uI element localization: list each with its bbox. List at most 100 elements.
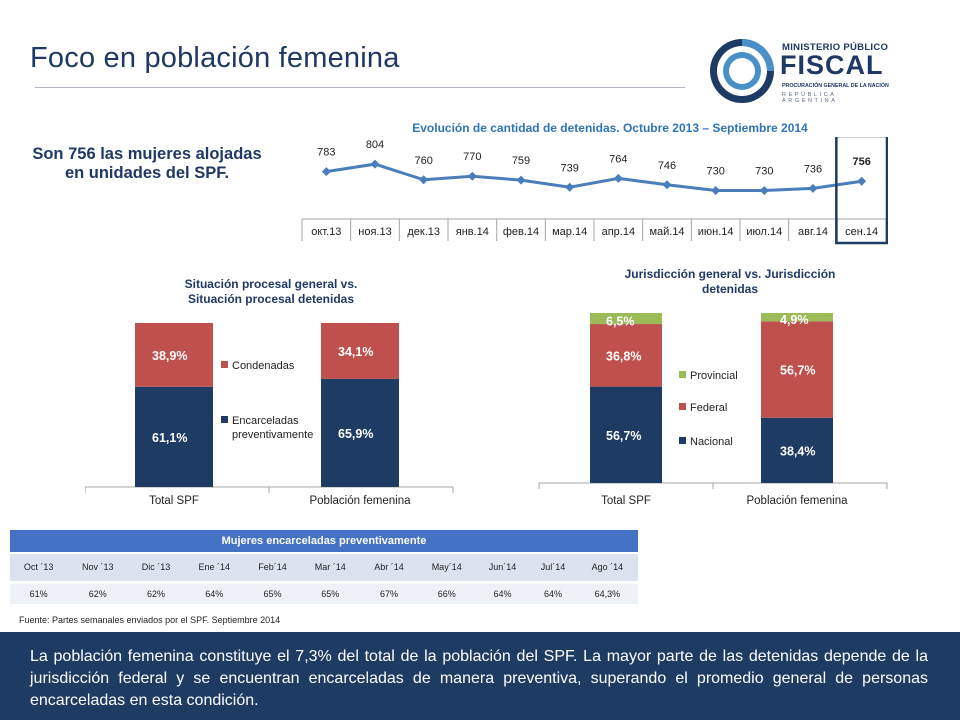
bar-segment bbox=[590, 324, 662, 387]
logo-line-4: REPÚBLICA ARGENTINA bbox=[782, 92, 838, 104]
table-value-cell: 65% bbox=[244, 580, 301, 604]
table-month-cell: May´14 bbox=[417, 552, 476, 582]
table-value-cell: 64,3% bbox=[576, 580, 638, 604]
bar-segment bbox=[761, 321, 833, 418]
logo-line-2: FISCAL bbox=[780, 50, 884, 80]
bar-segment bbox=[590, 313, 662, 325]
line-chart-category-label: май.14 bbox=[649, 226, 684, 238]
bar-segment bbox=[321, 323, 399, 379]
bar-data-label: 4,9% bbox=[780, 313, 809, 327]
table-value-cell: 64% bbox=[475, 580, 530, 604]
bar-segment bbox=[135, 386, 213, 487]
legend-swatch-federal bbox=[679, 403, 686, 410]
legend-label-encarceladas: Encarceladas bbox=[232, 415, 299, 427]
table-value-cell: 66% bbox=[417, 580, 476, 604]
line-chart-category-label: авг.14 bbox=[798, 226, 828, 238]
footer-text: La población femenina constituye el 7,3%… bbox=[30, 648, 928, 709]
line-chart-title: Evolución de cantidad de detenidas. Octu… bbox=[412, 121, 808, 135]
line-chart-category-label: мар.14 bbox=[552, 226, 587, 238]
bar-data-label: 34,1% bbox=[338, 345, 373, 359]
bar-data-label: 6,5% bbox=[606, 315, 635, 329]
bar-segment bbox=[761, 313, 833, 322]
legend-swatch-condenadas bbox=[221, 361, 228, 368]
table-month-cell: Abr ´14 bbox=[360, 552, 418, 582]
table-month-cell: Dic ´13 bbox=[128, 552, 184, 582]
bar-chart-2-title: Jurisdicción general vs. Jurisdicción de… bbox=[624, 267, 836, 296]
legend-label-preventivamente: preventivamente bbox=[232, 429, 313, 441]
table-title: Mujeres encarceladas preventivamente bbox=[10, 530, 638, 553]
bar-data-label: 38,9% bbox=[152, 349, 187, 363]
line-chart-point bbox=[613, 173, 623, 183]
line-chart-data-label: 756 bbox=[852, 156, 870, 168]
line-chart-data-label: 746 bbox=[658, 160, 676, 172]
line-chart-data-label: 760 bbox=[414, 155, 432, 167]
table-month-cell: Ene ´14 bbox=[183, 552, 245, 582]
line-chart-category-label: янв.14 bbox=[456, 226, 489, 238]
bar-chart-1: 61,1% 38,9% Total SPF 65,9% 34,1% Población f… bbox=[85, 323, 454, 507]
table-month-cell: Feb´14 bbox=[244, 552, 301, 582]
line-chart-category-label: июн.14 bbox=[698, 226, 734, 238]
line-chart-point bbox=[759, 185, 769, 195]
legend-label-federal: Federal bbox=[690, 402, 727, 414]
line-chart-data-label: 730 bbox=[706, 165, 724, 177]
line-chart-point bbox=[419, 175, 429, 185]
sun-circle-emblem-icon bbox=[710, 39, 774, 103]
bar-data-label: 36,8% bbox=[606, 349, 641, 363]
line-chart-series bbox=[326, 162, 862, 192]
line-chart-point bbox=[711, 185, 721, 195]
table-value-cell: 61% bbox=[10, 580, 68, 604]
line-chart-point bbox=[370, 159, 380, 169]
line-chart-point bbox=[516, 175, 526, 185]
table-value-cell: 67% bbox=[360, 580, 418, 604]
table-month-cell: Nov ´13 bbox=[67, 552, 129, 582]
line-chart-data-label: 804 bbox=[366, 139, 384, 151]
line-chart-point bbox=[467, 171, 477, 181]
legend-label-nacional: Nacional bbox=[690, 436, 733, 448]
line-chart-category-label: сен.14 bbox=[845, 226, 878, 238]
line-chart-category-label: апр.14 bbox=[602, 226, 635, 238]
legend-label-condenadas: Condenadas bbox=[232, 360, 295, 372]
line-chart-point bbox=[857, 176, 867, 186]
line-chart-data-label: 730 bbox=[755, 165, 773, 177]
bar-category-label: Población femenina bbox=[309, 495, 411, 507]
preventive-detention-table: Mujeres encarceladas preventivamente Oct… bbox=[10, 530, 638, 604]
table-month-cell: Jun´14 bbox=[475, 552, 530, 582]
ministerio-publico-fiscal-logo: MINISTERIO PÚBLICO FISCAL PROCURACIÓN GE… bbox=[707, 36, 892, 106]
line-chart-category-label: ноя.13 bbox=[358, 226, 391, 238]
line-chart-data-label: 783 bbox=[317, 147, 335, 159]
line-chart-data-label: 736 bbox=[804, 163, 822, 175]
legend-label-provincial: Provincial bbox=[690, 370, 738, 382]
line-chart-point bbox=[321, 167, 331, 177]
line-chart-category-label: дек.13 bbox=[407, 226, 440, 238]
bar-segment bbox=[761, 417, 833, 483]
line-chart-point bbox=[662, 180, 672, 190]
legend-swatch-nacional bbox=[679, 437, 686, 444]
bar-segment bbox=[135, 323, 213, 387]
table-value-cell: 62% bbox=[128, 580, 184, 604]
line-chart-data-label: 764 bbox=[609, 153, 627, 165]
bar-segment bbox=[321, 378, 399, 487]
line-chart-highlight-box bbox=[835, 137, 888, 245]
bar-data-label: 65,9% bbox=[338, 427, 373, 441]
table-months-row: Oct ´13 Nov ´13 Dic ´13 Ene ´14 Feb´14 Mar ´1… bbox=[10, 552, 638, 582]
table-value-cell: 64% bbox=[529, 580, 577, 604]
logo-line-3: PROCURACIÓN GENERAL DE LA NACIÓN bbox=[782, 83, 889, 89]
line-chart: 783 окт.13 804 ноя.13 760 дек.13 770 янв.14 759 ф… bbox=[301, 137, 888, 245]
source-note: Fuente: Partes semanales enviados por el… bbox=[19, 615, 281, 625]
legend-swatch-provincial bbox=[679, 371, 686, 378]
table-value-cell: 62% bbox=[67, 580, 129, 604]
bar-segment bbox=[590, 386, 662, 483]
line-chart-data-label: 770 bbox=[463, 151, 481, 163]
table-value-cell: 65% bbox=[300, 580, 361, 604]
legend-swatch-encarceladas bbox=[221, 416, 228, 423]
table-value-cell: 64% bbox=[183, 580, 245, 604]
bar-category-label: Población femenina bbox=[746, 495, 848, 507]
bar-chart-2: 56,7% 36,8% 6,5% Total SPF 38,4% 56,7% 4,9% Pob… bbox=[538, 313, 888, 507]
logo-line-1: MINISTERIO PÚBLICO bbox=[782, 42, 889, 53]
table-month-cell: Jul´14 bbox=[529, 552, 577, 582]
table-month-cell: Mar ´14 bbox=[300, 552, 361, 582]
bar-data-label: 38,4% bbox=[780, 444, 815, 458]
table-month-cell: Oct ´13 bbox=[10, 552, 68, 582]
line-chart-category-label: окт.13 bbox=[311, 226, 341, 238]
footer-banner: La población femenina constituye el 7,3%… bbox=[0, 632, 960, 720]
